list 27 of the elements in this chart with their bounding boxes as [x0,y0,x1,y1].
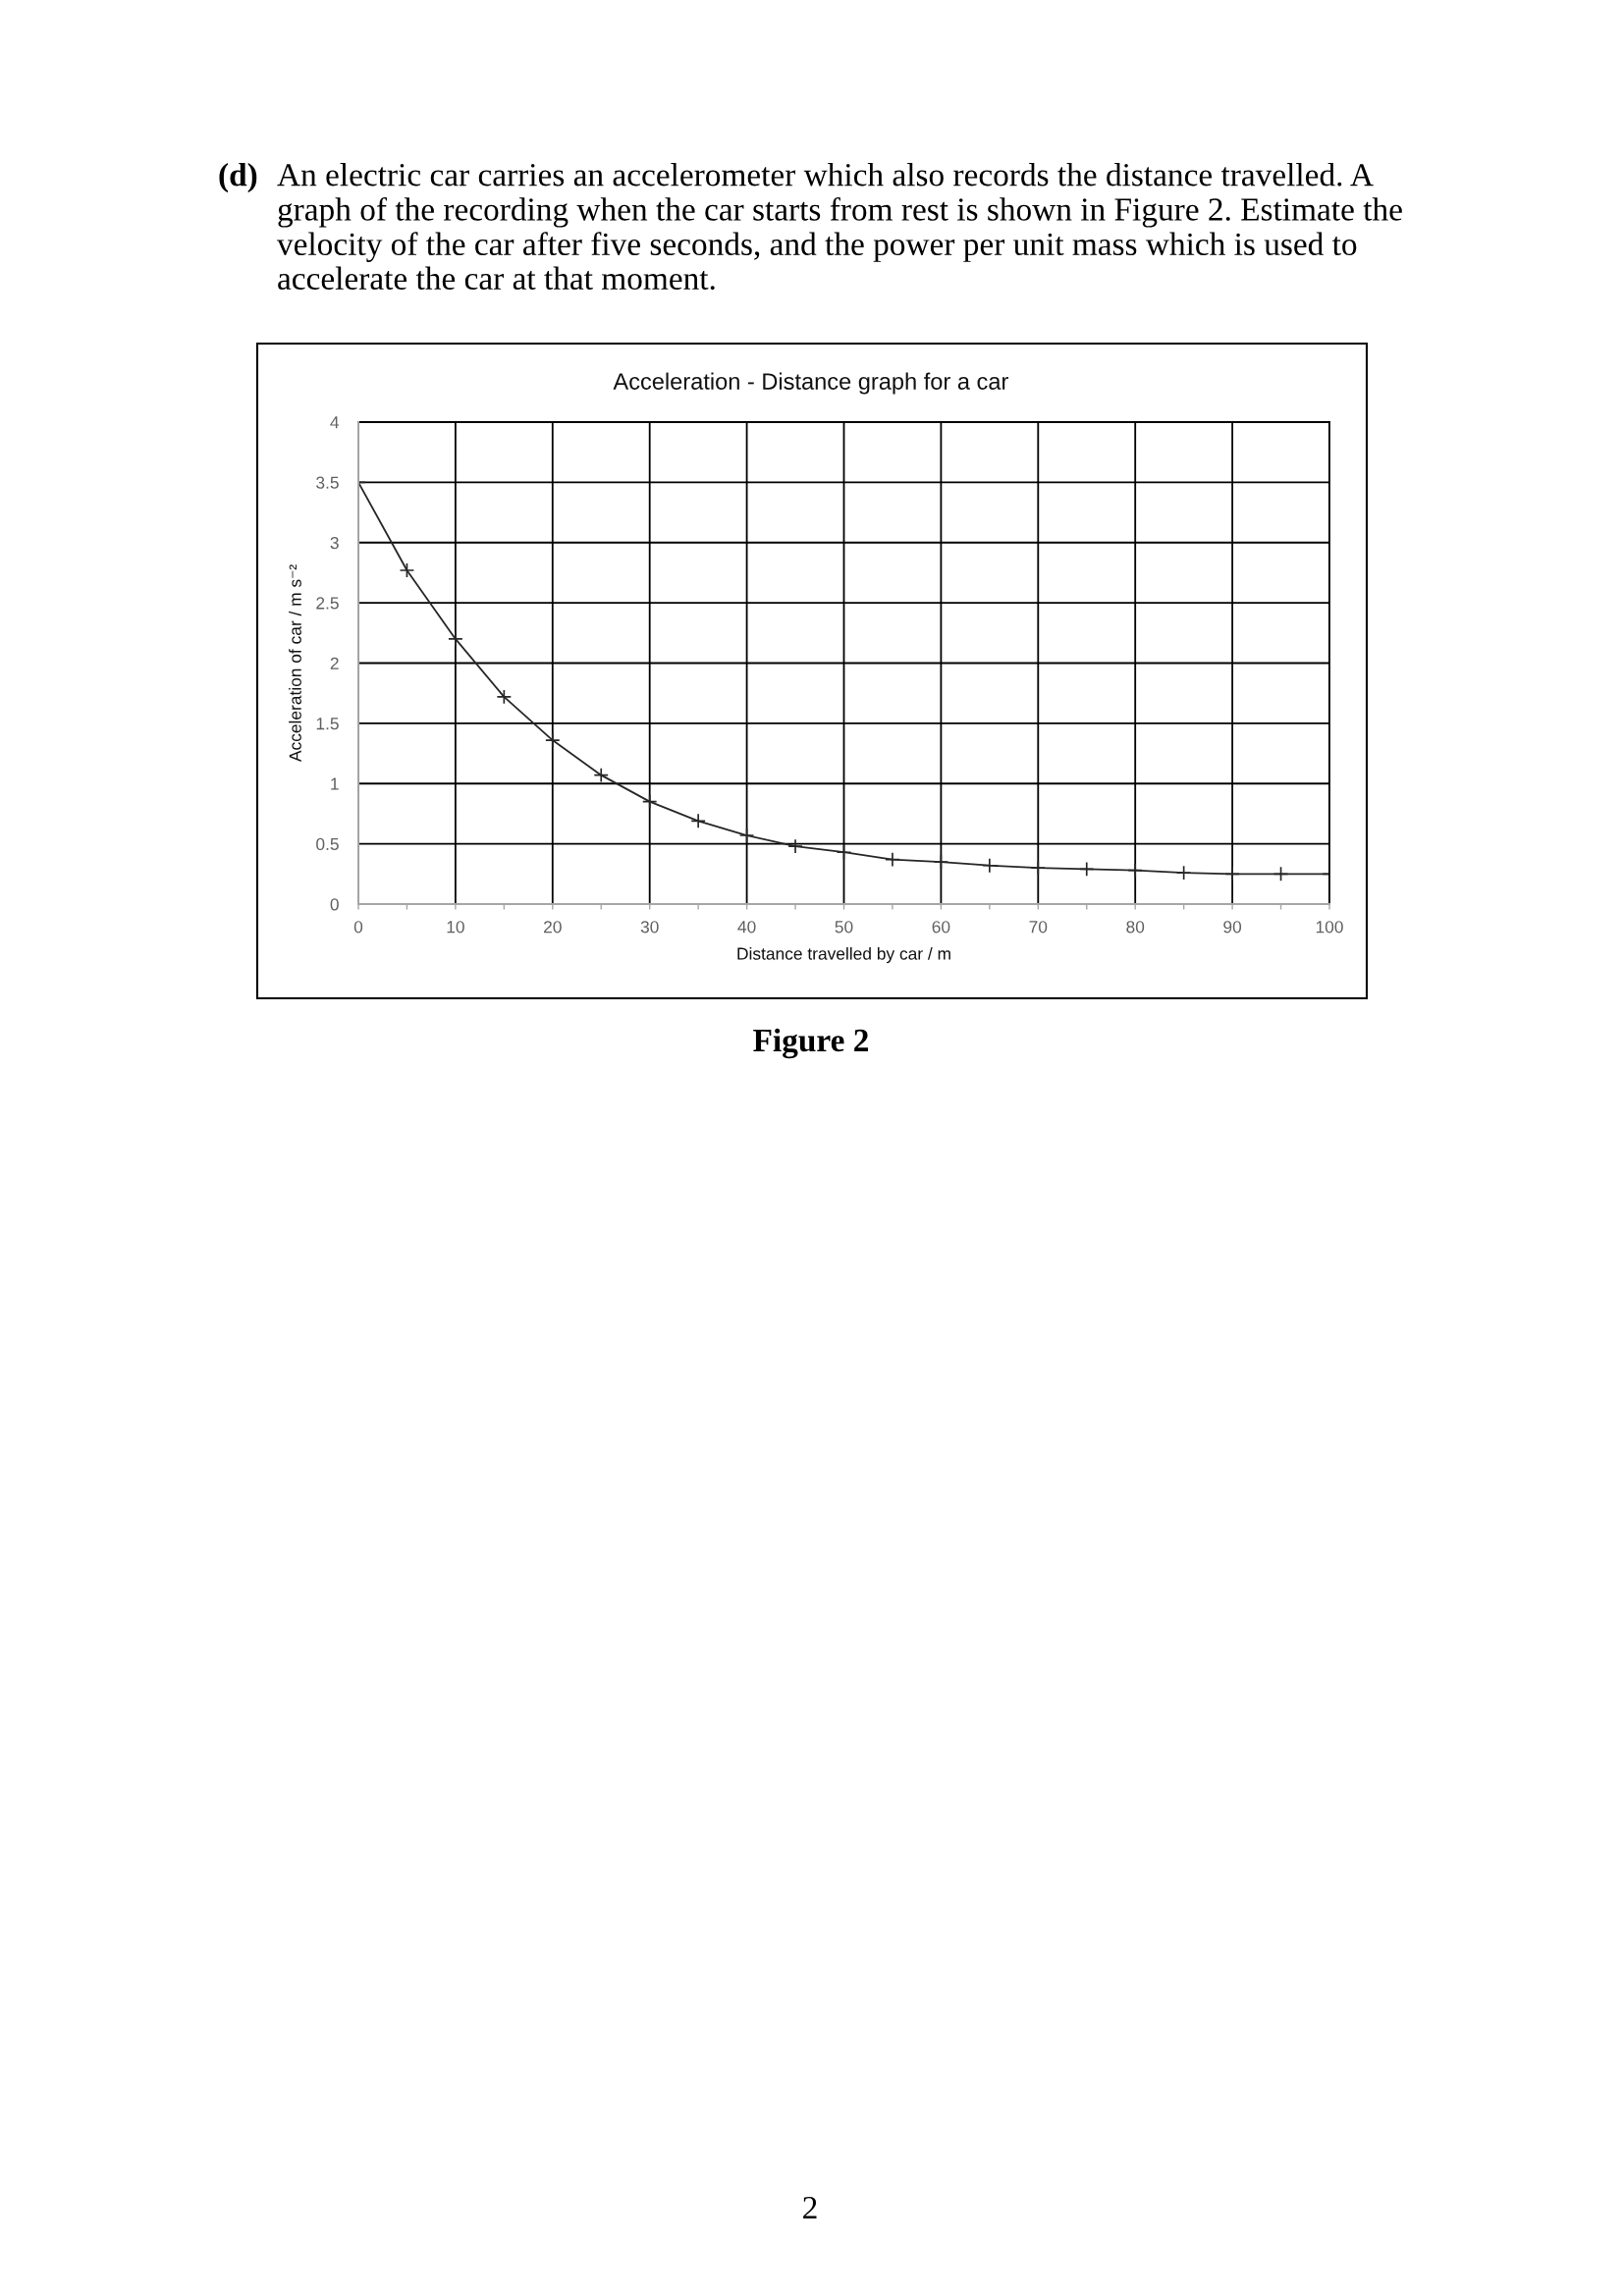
x-tick-label: 100 [1316,921,1343,934]
chart-title: Acceleration - Distance graph for a car [613,372,1008,395]
caption: Figure 2 [753,1028,868,1059]
x-tick-label: 40 [737,921,756,934]
x-tick-label: 30 [640,921,659,934]
y-tick-label: 1 [331,777,339,790]
x-axis-title: Distance travelled by car / m [737,946,950,964]
x-tick-label: 0 [353,921,363,934]
x-tick-label: 20 [544,921,562,934]
x-tick-label: 10 [447,921,464,934]
text: (d) [219,163,257,193]
y-tick-label: 2.5 [316,597,339,610]
x-tick-label: 50 [835,921,853,934]
x-tick-label: 60 [932,921,950,934]
y-tick-label: 0.5 [316,837,339,851]
y-tick-label: 0 [330,898,339,911]
y-tick-label: 3.5 [316,476,339,489]
y-tick-label: 2 [330,657,339,669]
x-tick-label: 80 [1126,921,1145,934]
x-tick-label: 70 [1029,921,1048,934]
y-axis-title: Acceleration of car / m s⁻² [289,564,301,763]
text: 2 [803,2196,817,2219]
y-tick-label: 3 [330,536,339,550]
text: An electric car carries an accelerometer which also records the distance travelled. A graph of the recording when the car starts from rest is shown in Figure 2. Estimate the velocity of the car after five seconds, and the power per unit mass which is used to accelerate the car at that moment. [277,163,1402,291]
y-tick-label: 1.5 [316,718,339,730]
x-tick-label: 90 [1223,921,1242,934]
y-tick-label: 4 [330,416,340,429]
